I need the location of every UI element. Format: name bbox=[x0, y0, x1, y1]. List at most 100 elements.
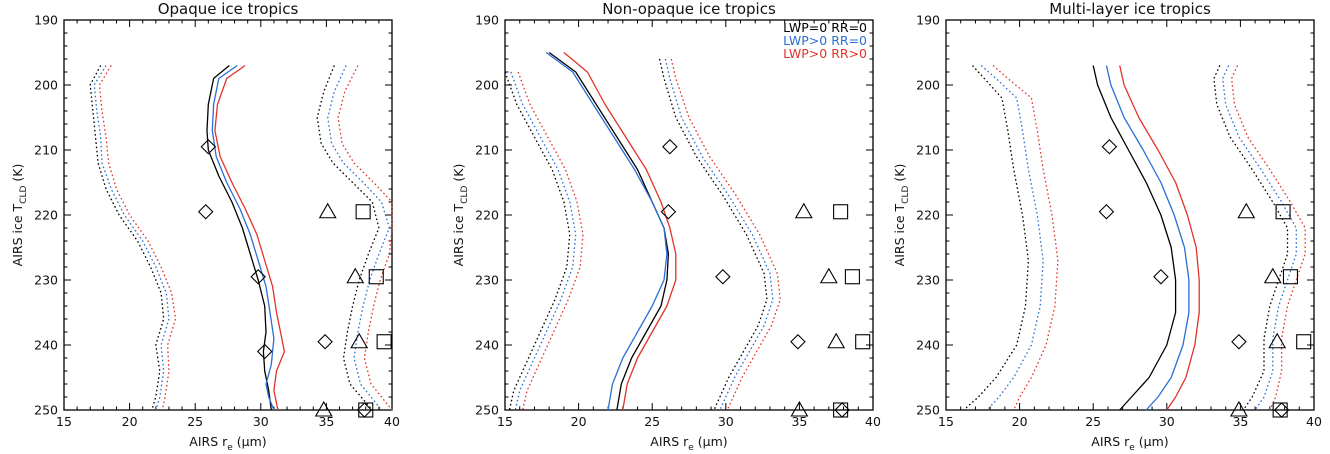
panel-3-square-marker bbox=[1275, 204, 1291, 220]
panel-3-ytick-label: 250 bbox=[916, 403, 940, 418]
panel-2-xlabel-main: AIRS r bbox=[650, 434, 689, 449]
panel-2-xtick-label: 35 bbox=[791, 414, 807, 429]
panel-3-ytick-label: 220 bbox=[916, 208, 940, 223]
panel-1-ytick-label: 220 bbox=[34, 208, 58, 223]
panel-2-diamond-marker bbox=[662, 138, 678, 155]
panel-1-ytick-label: 230 bbox=[34, 273, 58, 288]
legend-entry-3: LWP>0 RR>0 bbox=[783, 46, 867, 61]
panel-3-ylabel-unit: (K) bbox=[892, 164, 907, 186]
panel-3-series-dotted-4 bbox=[963, 65, 1030, 411]
panel-1-triangle-marker bbox=[350, 332, 369, 349]
panel-3-xtick-label: 20 bbox=[1012, 414, 1028, 429]
panel-1-square-marker bbox=[376, 334, 392, 350]
panel-2-diamond-marker bbox=[715, 268, 731, 285]
panel-1-ytick-label: 240 bbox=[34, 338, 58, 353]
panel-1-diamond-marker bbox=[250, 268, 266, 285]
panel-1-xlabel-main: AIRS r bbox=[189, 434, 228, 449]
legend-entry-2: LWP>0 RR=0 bbox=[783, 33, 867, 48]
panel-1-square-marker bbox=[358, 402, 374, 418]
panel-3-diamond-marker bbox=[1153, 268, 1169, 285]
panel-3-series-solid-1 bbox=[1092, 65, 1177, 411]
panel-2-ylabel-sub: CLD bbox=[460, 186, 470, 204]
panel-2-series-solid-2 bbox=[545, 51, 668, 411]
panel-1-square-marker bbox=[368, 269, 384, 285]
panel-1-ylabel-main: AIRS ice T bbox=[10, 203, 25, 266]
panel-3-xlabel-unit: (μm) bbox=[1135, 434, 1169, 449]
panel-3-series-dotted-8 bbox=[1222, 65, 1297, 411]
panel-2-series-dotted-8 bbox=[664, 58, 774, 411]
panel-1-xtick-label: 40 bbox=[384, 414, 400, 429]
panel-3-diamond-marker bbox=[1101, 138, 1118, 155]
panel-1-xlabel: AIRS re (μm) bbox=[189, 434, 266, 453]
panel-2-series-solid-1 bbox=[548, 51, 670, 411]
panel-1-ytick-label: 210 bbox=[34, 143, 58, 158]
panel-3-square-marker bbox=[1272, 402, 1288, 418]
panel-1-ytick-label: 250 bbox=[34, 403, 58, 418]
panel-1-triangle-marker bbox=[346, 267, 365, 284]
panel-2: Non-opaque ice tropics 15 20 25 30 35 40 190 200… bbox=[475, 0, 881, 429]
panel-3-xtick-label: 25 bbox=[1085, 414, 1101, 429]
panel-1-series-dotted-8 bbox=[327, 65, 391, 411]
panel-2-xtick-label: 40 bbox=[865, 414, 881, 429]
panel-2-xtick-label: 30 bbox=[718, 414, 734, 429]
panel-2-diamond-marker bbox=[790, 333, 806, 350]
panel-3-ytick-label: 230 bbox=[916, 273, 940, 288]
panel-1-triangle-marker bbox=[318, 202, 337, 219]
panel-3: Multi-layer ice tropics 15 20 25 30 35 40 190 20… bbox=[916, 0, 1322, 429]
panel-1-series-solid-3 bbox=[214, 64, 286, 411]
panel-3-xtick-label: 30 bbox=[1159, 414, 1175, 429]
panel-1-xtick-label: 20 bbox=[122, 414, 138, 429]
panel-3-triangle-marker bbox=[1268, 332, 1287, 349]
panel-3-xtick-label: 35 bbox=[1232, 414, 1248, 429]
panel-1: Opaque ice tropics 15 20 25 30 35 40 190 200 210 2… bbox=[34, 0, 400, 429]
panel-1-ytick-label: 200 bbox=[34, 78, 58, 93]
panel-1-triangle-marker bbox=[314, 400, 333, 417]
panel-3-triangle-marker bbox=[1237, 202, 1256, 219]
panel-3-ytick-label: 210 bbox=[916, 143, 940, 158]
panel-2-xtick-label: 20 bbox=[571, 414, 587, 429]
panel-1-xlabel-unit: (μm) bbox=[233, 434, 267, 449]
panel-1-xtick-label: 30 bbox=[253, 414, 269, 429]
panel-3-diamond-marker bbox=[1098, 203, 1115, 220]
legend-entry-1: LWP=0 RR=0 bbox=[783, 20, 867, 35]
panel-2-triangle-marker bbox=[827, 332, 846, 349]
panel-1-series-dotted-9 bbox=[337, 65, 393, 411]
panel-3-series-dotted-9 bbox=[1230, 65, 1306, 411]
panel-1-ylabel-sub: CLD bbox=[19, 186, 29, 204]
panel-2-ylabel: AIRS ice TCLD (K) bbox=[451, 164, 470, 267]
panel-2-xlabel-unit: (μm) bbox=[694, 434, 728, 449]
panel-2-square-marker bbox=[833, 402, 849, 418]
panel-1-series-dotted-7 bbox=[316, 65, 380, 411]
panel-2-triangle-marker bbox=[819, 267, 838, 284]
panel-2-xlabel-sub: e bbox=[688, 443, 694, 453]
panel-2-title: Non-opaque ice tropics bbox=[602, 0, 776, 18]
panel-1-diamond-marker bbox=[200, 138, 217, 155]
panel-3-ytick-label: 190 bbox=[916, 13, 940, 28]
panel-1-diamond-marker bbox=[317, 333, 333, 350]
panel-1-series-dotted-4 bbox=[89, 65, 165, 411]
panel-3-diamond-marker bbox=[1231, 333, 1247, 350]
panel-2-xlabel: AIRS re (μm) bbox=[650, 434, 727, 453]
panel-2-series-solid-3 bbox=[563, 51, 677, 411]
panel-1-series-dotted-5 bbox=[93, 65, 170, 411]
panel-2-ylabel-main: AIRS ice T bbox=[451, 203, 466, 266]
panel-2-ytick-label: 210 bbox=[475, 143, 499, 158]
panel-3-ytick-label: 240 bbox=[916, 338, 940, 353]
panel-3-ytick-label: 200 bbox=[916, 78, 940, 93]
panel-2-triangle-marker bbox=[794, 202, 813, 219]
panel-1-ytick-label: 190 bbox=[34, 13, 58, 28]
panel-3-series-dotted-5 bbox=[980, 65, 1044, 411]
panel-2-square-marker bbox=[833, 204, 849, 220]
panel-2-series-dotted-7 bbox=[658, 58, 768, 411]
panel-3-series-solid-2 bbox=[1105, 65, 1190, 411]
panel-2-ylabel-unit: (K) bbox=[451, 164, 466, 186]
panel-1-ylabel-unit: (K) bbox=[10, 164, 25, 186]
panel-3-ylabel: AIRS ice TCLD (K) bbox=[892, 164, 911, 267]
panel-1-diamond-marker bbox=[256, 343, 273, 360]
panel-2-series-dotted-5 bbox=[510, 71, 577, 411]
panel-2-ytick-label: 200 bbox=[475, 78, 499, 93]
panel-2-ytick-label: 230 bbox=[475, 273, 499, 288]
panel-2-ytick-label: 250 bbox=[475, 403, 499, 418]
